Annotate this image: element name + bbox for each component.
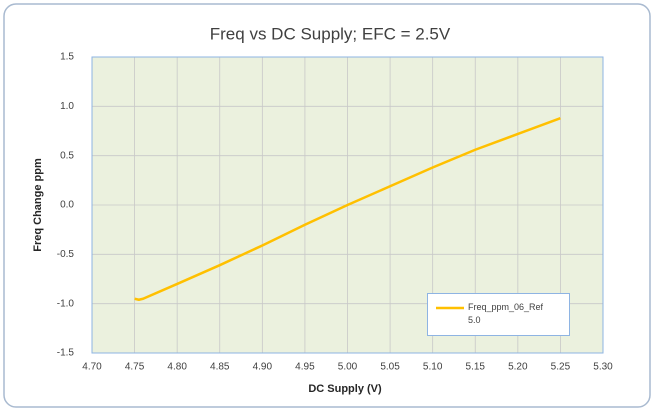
legend-swatch (436, 306, 464, 310)
chart-title: Freq vs DC Supply; EFC = 2.5V (210, 24, 451, 43)
legend: Freq_ppm_06_Ref 5.0 (427, 293, 570, 336)
x-tick-label: 4.90 (253, 362, 273, 373)
x-tick-label: 5.00 (338, 362, 358, 373)
x-tick-label: 5.10 (423, 362, 443, 373)
data-line (134, 117, 561, 301)
x-tick-label: 5.20 (508, 362, 528, 373)
y-axis-label: Freq Change ppm (32, 158, 44, 252)
legend-label: Freq_ppm_06_Ref 5.0 (468, 302, 544, 325)
x-axis-label: DC Supply (V) (308, 383, 382, 395)
x-tick-label: 5.15 (466, 362, 486, 373)
x-tick-label: 4.75 (125, 362, 145, 373)
y-tick-label: 0.0 (60, 200, 74, 211)
x-tick-label: 5.05 (380, 362, 400, 373)
y-tick-label: -0.5 (57, 249, 75, 260)
x-tick-label: 5.25 (551, 362, 571, 373)
y-tick-label: 1.0 (60, 101, 74, 112)
y-tick-label: -1.0 (57, 298, 75, 309)
x-tick-label: 4.80 (167, 362, 187, 373)
x-tick-label: 4.85 (210, 362, 230, 373)
x-tick-label: 4.70 (82, 362, 102, 373)
x-tick-label: 4.95 (295, 362, 315, 373)
x-tick-label: 5.30 (593, 362, 613, 373)
y-tick-label: -1.5 (57, 348, 75, 359)
plot-border (91, 56, 604, 354)
y-tick-label: 1.5 (60, 52, 74, 63)
y-tick-label: 0.5 (60, 150, 74, 161)
